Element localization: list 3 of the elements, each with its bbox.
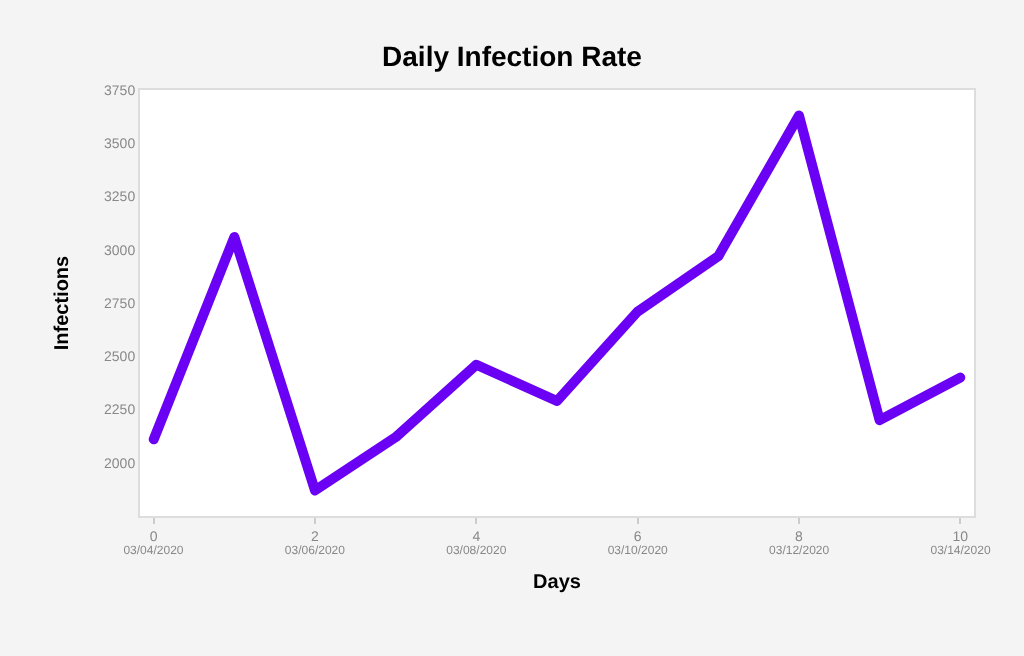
x-axis-title: Days (533, 571, 582, 594)
y-axis-title: Infections (52, 254, 75, 351)
chart-title: Daily Infection Rate (382, 39, 643, 72)
